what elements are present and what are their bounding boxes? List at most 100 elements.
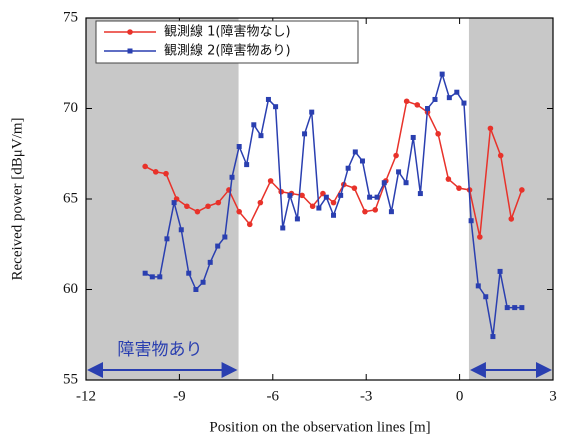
point: [251, 122, 257, 128]
point: [236, 208, 242, 215]
point: [445, 176, 452, 182]
point: [396, 169, 402, 175]
point: [362, 208, 368, 215]
point: [512, 305, 518, 311]
point: [287, 192, 293, 198]
point: [152, 169, 159, 175]
point: [331, 212, 337, 218]
shaded-region: [86, 18, 239, 380]
point: [497, 152, 504, 159]
point: [519, 305, 525, 311]
y-tick-label: 60: [63, 281, 78, 297]
point: [475, 283, 481, 289]
point: [171, 200, 177, 206]
point: [425, 106, 431, 111]
point: [388, 209, 394, 215]
x-tick-label: -6: [267, 388, 280, 404]
point: [302, 131, 308, 137]
point: [207, 259, 213, 265]
y-axis-title: Received power [dBμV/m]: [9, 118, 25, 281]
point: [236, 144, 242, 150]
point: [504, 305, 510, 311]
point: [454, 89, 460, 95]
point: [351, 185, 358, 191]
point: [200, 279, 206, 285]
point: [403, 180, 409, 186]
point: [446, 95, 452, 101]
point: [456, 185, 462, 191]
point: [309, 109, 315, 115]
x-tick-label: -12: [76, 388, 96, 404]
x-tick-label: -9: [173, 388, 186, 404]
point: [497, 268, 503, 274]
point: [205, 203, 211, 210]
point: [490, 334, 496, 340]
legend-box: [95, 20, 359, 64]
point: [439, 71, 445, 77]
point: [330, 199, 337, 206]
legend-marker: [127, 29, 133, 35]
legend-label: 観測線 1(障害物なし): [164, 24, 291, 40]
point: [477, 234, 483, 240]
point: [215, 199, 222, 206]
point: [273, 104, 279, 110]
point: [359, 158, 365, 164]
point: [461, 100, 467, 106]
point: [267, 178, 274, 184]
point: [222, 234, 228, 240]
legend-marker: [127, 48, 133, 54]
point: [163, 170, 169, 177]
point: [257, 199, 264, 206]
point: [381, 180, 387, 186]
point: [215, 243, 221, 249]
point: [294, 216, 300, 222]
point: [299, 192, 305, 199]
point: [410, 134, 416, 140]
point: [246, 221, 253, 228]
point: [414, 102, 421, 108]
point: [265, 96, 271, 102]
point: [142, 270, 148, 276]
shaded-region: [468, 18, 553, 380]
point: [519, 187, 525, 193]
point: [258, 133, 264, 139]
y-tick-label: 70: [63, 100, 78, 116]
plot-frame: [85, 17, 554, 381]
x-tick-label: 0: [456, 388, 464, 404]
point: [508, 216, 515, 222]
point: [483, 294, 489, 300]
point: [374, 194, 380, 200]
point: [432, 96, 438, 102]
point: [417, 191, 423, 197]
point: [142, 163, 148, 170]
point: [468, 218, 474, 224]
y-tick-label: 75: [63, 9, 78, 25]
point: [487, 125, 494, 132]
y-tick-label: 65: [63, 190, 78, 206]
point: [149, 274, 155, 280]
point: [184, 203, 190, 210]
point: [316, 205, 322, 211]
point: [403, 98, 410, 105]
point: [309, 203, 316, 210]
point: [178, 227, 184, 233]
point: [393, 152, 399, 159]
point: [164, 236, 170, 242]
point: [280, 225, 286, 231]
point: [338, 192, 344, 198]
point: [157, 274, 163, 280]
point: [186, 270, 192, 276]
point: [194, 208, 201, 215]
point: [372, 207, 379, 213]
annotation: 障害物あり: [118, 340, 203, 360]
point: [229, 174, 235, 180]
y-tick-label: 55: [63, 371, 78, 387]
point: [244, 162, 250, 168]
point: [323, 194, 329, 200]
point: [193, 287, 199, 292]
legend-label: 観測線 2(障害物あり): [164, 43, 291, 59]
point: [352, 149, 358, 155]
x-tick-label: -3: [360, 388, 373, 404]
point: [435, 131, 441, 137]
